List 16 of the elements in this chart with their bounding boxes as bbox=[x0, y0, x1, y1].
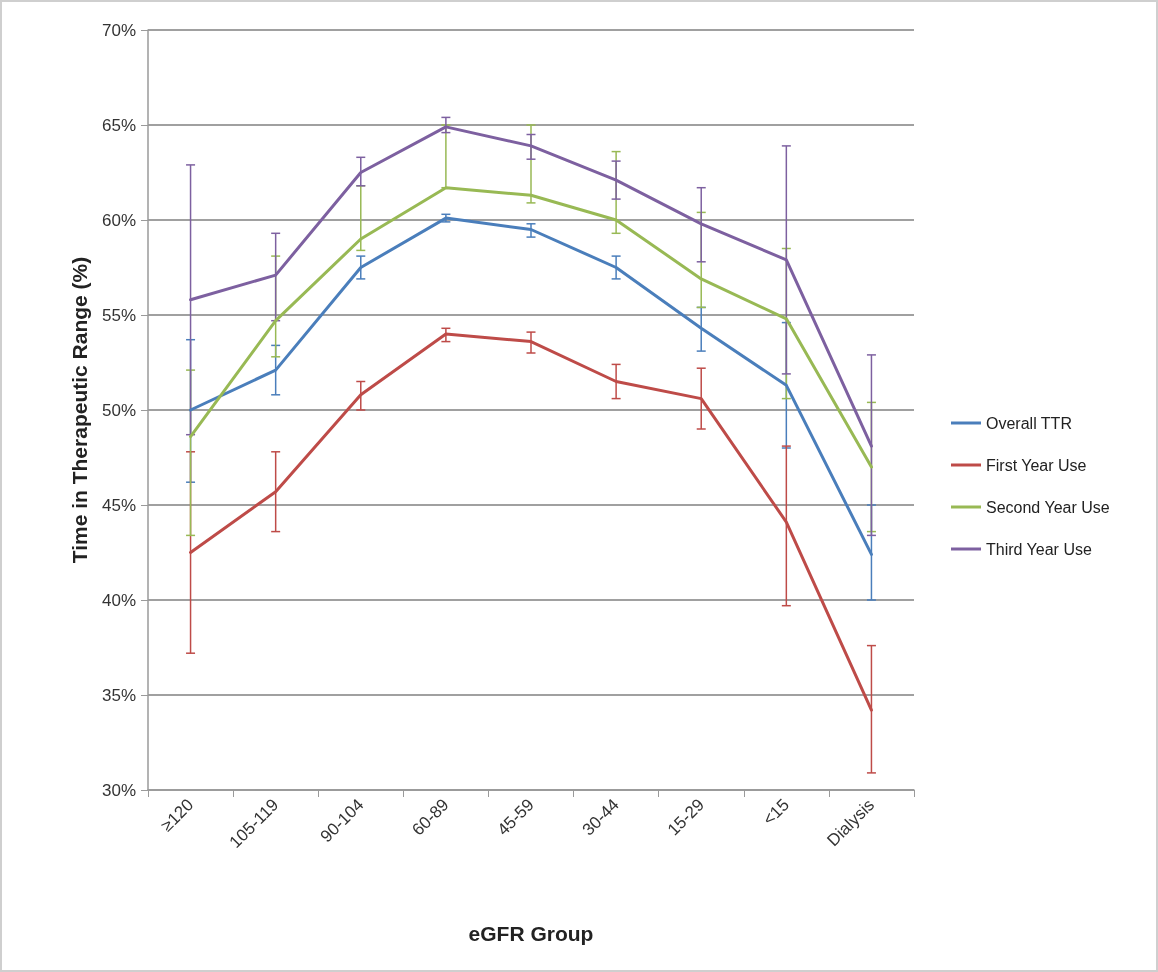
y-tick-label: 55% bbox=[101, 305, 136, 325]
y-tick-label: 70% bbox=[101, 20, 136, 40]
legend-label: Overall TTR bbox=[986, 414, 1072, 432]
y-tick-label: 30% bbox=[101, 780, 136, 800]
y-tick-label: 60% bbox=[101, 210, 136, 230]
legend-label: Second Year Use bbox=[986, 498, 1110, 516]
x-axis-title: eGFR Group bbox=[468, 922, 594, 945]
legend-label: First Year Use bbox=[986, 456, 1087, 474]
x-tick-label: <15 bbox=[759, 795, 794, 830]
legend-label: Third Year Use bbox=[986, 540, 1092, 558]
y-tick-label: 45% bbox=[101, 495, 136, 515]
y-tick-label: 35% bbox=[101, 685, 136, 705]
y-axis-title: Time in Therapeutic Range (%) bbox=[68, 256, 91, 564]
y-tick-label: 50% bbox=[101, 400, 136, 420]
y-tick-label: 40% bbox=[101, 590, 136, 610]
y-tick-label: 65% bbox=[101, 115, 136, 135]
